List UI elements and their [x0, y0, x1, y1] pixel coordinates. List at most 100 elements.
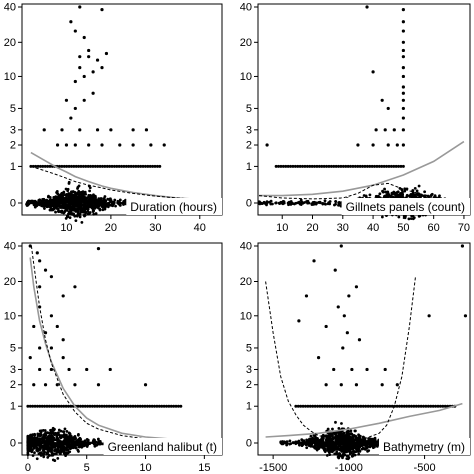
x-tick-label: 70 — [458, 222, 470, 234]
data-point — [50, 432, 53, 436]
data-point — [80, 220, 84, 224]
data-point — [59, 202, 63, 205]
data-point — [87, 143, 91, 147]
data-point — [347, 294, 351, 298]
data-point — [262, 201, 266, 205]
y-tick-label: 10 — [240, 310, 252, 322]
data-point — [118, 143, 122, 147]
data-point — [72, 164, 76, 168]
data-point — [258, 201, 262, 205]
data-point — [380, 215, 384, 219]
data-point — [395, 383, 399, 387]
panel-frame — [21, 3, 223, 216]
data-point — [107, 203, 111, 207]
data-point — [401, 48, 405, 53]
data-point — [394, 191, 398, 195]
y-tick-label: 3 — [246, 124, 252, 136]
data-point — [49, 314, 54, 318]
data-point — [84, 207, 87, 211]
data-point — [349, 436, 353, 440]
data-point — [401, 98, 405, 102]
data-point — [52, 431, 56, 435]
data-point — [90, 199, 94, 203]
data-point — [93, 443, 97, 447]
x-tick-label: 50 — [397, 222, 409, 234]
data-point — [401, 8, 405, 12]
data-point — [91, 70, 95, 74]
data-point — [43, 383, 48, 387]
data-point — [32, 438, 36, 442]
data-point — [99, 200, 103, 204]
data-point — [98, 164, 102, 168]
data-point — [67, 180, 71, 184]
y-tick-label: 0 — [10, 438, 16, 450]
x-tick-label: 10 — [139, 462, 151, 474]
scatter-points — [26, 244, 183, 462]
data-point — [108, 197, 112, 201]
data-point — [314, 441, 318, 445]
data-point — [334, 420, 337, 424]
data-point — [413, 186, 417, 190]
data-point — [337, 452, 341, 455]
data-point — [36, 442, 39, 446]
data-point — [43, 450, 46, 454]
solid-fit-curve — [265, 402, 463, 438]
data-point — [336, 455, 340, 459]
data-point — [341, 346, 345, 350]
solid-fit-curve — [29, 257, 217, 442]
data-point — [49, 275, 54, 279]
data-point — [350, 454, 354, 458]
data-point — [274, 201, 278, 205]
data-point — [344, 448, 348, 451]
data-point — [339, 433, 343, 437]
data-point — [306, 199, 310, 203]
data-point — [26, 439, 30, 443]
data-point — [100, 66, 104, 70]
data-point — [46, 437, 50, 441]
data-point — [64, 216, 68, 220]
data-point — [316, 356, 321, 360]
data-point — [92, 212, 96, 216]
data-point — [350, 367, 354, 372]
data-point — [75, 214, 79, 218]
data-point — [33, 451, 36, 455]
data-point — [58, 164, 62, 168]
data-point — [37, 437, 41, 441]
data-point — [100, 8, 104, 12]
data-point — [357, 444, 361, 448]
data-point — [52, 445, 56, 449]
data-point — [88, 441, 92, 445]
data-point — [49, 447, 53, 451]
data-point — [93, 204, 97, 208]
data-point — [86, 210, 90, 213]
data-point — [42, 444, 46, 448]
data-point — [265, 143, 269, 147]
data-point — [386, 190, 390, 194]
data-point — [321, 202, 325, 206]
x-tick-label: 20 — [105, 222, 117, 234]
data-point — [79, 210, 83, 214]
y-tick-label: 40 — [4, 2, 16, 14]
data-point — [55, 383, 59, 387]
data-point — [67, 444, 71, 448]
data-point — [411, 217, 415, 221]
data-point — [117, 164, 121, 168]
data-point — [73, 29, 77, 33]
data-point — [36, 434, 40, 438]
data-point — [284, 441, 288, 445]
data-point — [29, 440, 33, 444]
data-point — [26, 434, 30, 438]
data-point — [317, 447, 321, 450]
data-point — [43, 164, 47, 168]
data-point — [85, 367, 89, 372]
data-point — [381, 190, 385, 194]
data-point — [70, 190, 73, 194]
data-point — [27, 202, 31, 206]
data-point — [149, 143, 153, 147]
y-tick-label: 1 — [10, 401, 16, 413]
data-point — [47, 434, 51, 438]
data-point — [366, 449, 369, 453]
data-point — [118, 198, 122, 202]
data-point — [91, 164, 95, 168]
data-point — [113, 198, 117, 202]
